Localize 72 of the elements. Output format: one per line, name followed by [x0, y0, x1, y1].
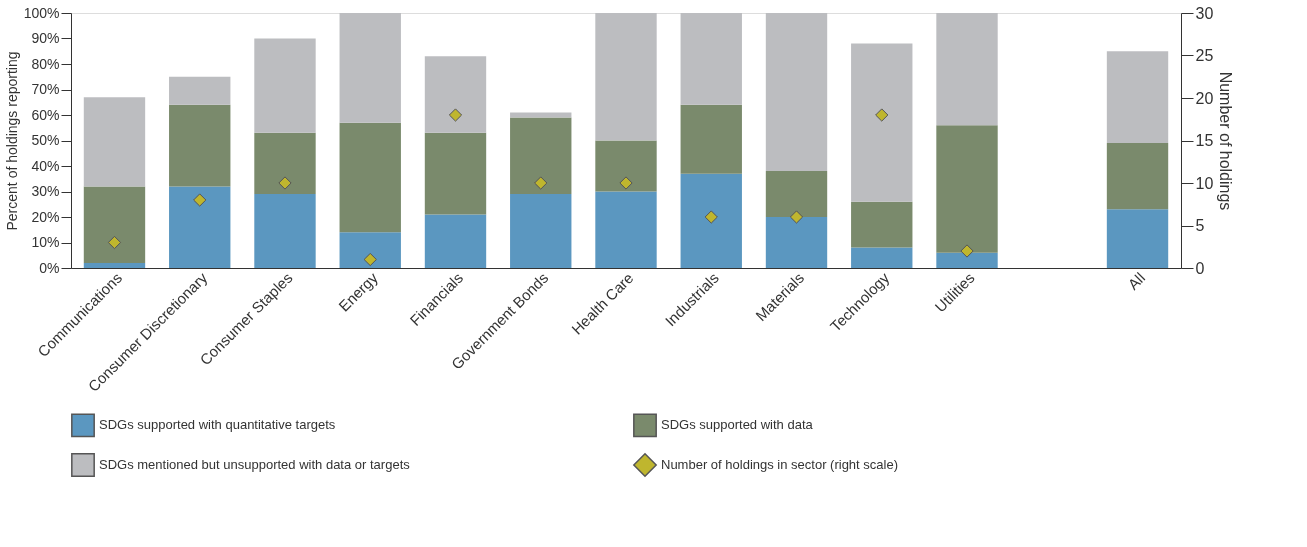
bar [680, 173, 742, 268]
y-tick-label: 90% [31, 30, 60, 46]
bar [765, 13, 828, 172]
bar [169, 76, 231, 105]
y-tick-label: 0% [39, 259, 60, 276]
y2-tick-label: 20 [1195, 89, 1214, 107]
y2-tick-label: 5 [1195, 217, 1205, 234]
bar [851, 247, 913, 268]
bar [851, 201, 913, 248]
y-axis-title: Percent of holdings reporting [3, 51, 20, 231]
point [278, 176, 292, 190]
y2-tick-label: 25 [1195, 47, 1214, 64]
y-tick-label: 100% [23, 4, 60, 21]
point [107, 235, 122, 250]
bar [936, 13, 998, 126]
point [448, 108, 463, 122]
y2-tick-label: 30 [1195, 4, 1214, 22]
y-tick-label: 30% [31, 183, 60, 199]
bar [83, 262, 146, 268]
bar [424, 214, 487, 268]
bar [83, 186, 146, 263]
bar [83, 97, 146, 187]
bar [1106, 51, 1169, 144]
bar [680, 104, 742, 174]
point [875, 108, 889, 122]
y2-tick-label: 10 [1195, 174, 1214, 192]
point [193, 193, 207, 207]
legend-label: Number of holdings in sector (right scale) [661, 457, 898, 472]
bar [254, 194, 316, 268]
bar [339, 13, 401, 123]
bar [510, 194, 572, 268]
point [619, 176, 633, 190]
y-tick-label: 40% [31, 157, 60, 174]
bar [680, 13, 742, 105]
legend-label: SDGs mentioned but unsupported with data or targets [99, 457, 411, 472]
bar [765, 171, 828, 217]
y2-axis-title: Number of holdings [1217, 71, 1235, 211]
bar [1106, 143, 1169, 210]
bar [169, 104, 231, 187]
point [960, 244, 974, 258]
bar [1106, 209, 1169, 268]
bar [169, 186, 231, 268]
point [534, 176, 548, 190]
y2-tick-label: 0 [1195, 259, 1205, 277]
bar [765, 217, 828, 268]
bar [339, 232, 401, 268]
point [789, 210, 804, 224]
legend-label: SDGs supported with quantitative targets [99, 417, 336, 433]
bar [424, 56, 487, 133]
bar [510, 117, 572, 195]
bar [510, 112, 572, 118]
point [704, 210, 718, 224]
bar [595, 191, 657, 268]
bar [339, 122, 401, 233]
y-tick-label: 70% [31, 81, 60, 97]
point [363, 252, 377, 267]
bar [424, 132, 487, 215]
x-tick-label: All [1124, 269, 1149, 293]
y-tick-label: 50% [31, 132, 60, 148]
bar [936, 252, 998, 268]
y-tick-label: 80% [31, 55, 60, 72]
y-tick-label: 10% [31, 234, 60, 250]
y-tick-label: 60% [31, 106, 60, 123]
bar [254, 132, 316, 195]
y2-tick-label: 15 [1195, 132, 1214, 149]
bar [254, 38, 316, 133]
legend-label: SDGs supported with data [661, 417, 814, 433]
bar [936, 125, 998, 253]
bar [595, 13, 657, 141]
y-tick-label: 20% [31, 208, 60, 225]
bar [851, 43, 913, 202]
bar [595, 140, 657, 192]
